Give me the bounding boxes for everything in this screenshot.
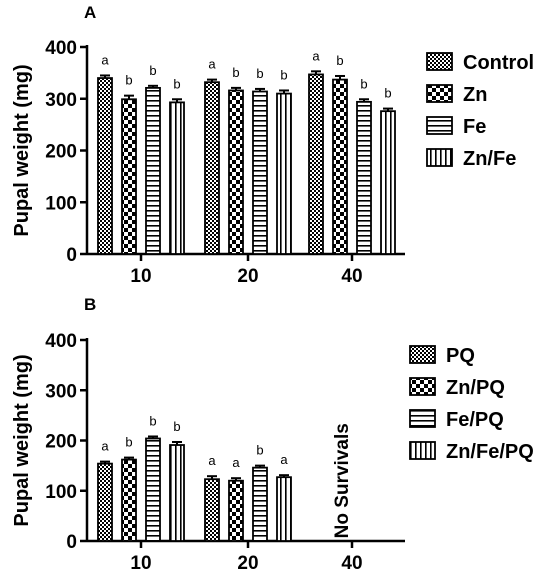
- significance-letter: a: [101, 439, 109, 454]
- significance-letter: b: [384, 86, 391, 101]
- bar: [97, 77, 113, 255]
- bar: [121, 458, 137, 542]
- legend-label: Control: [463, 52, 534, 74]
- bar: [252, 90, 268, 255]
- x-tick-label: 20: [237, 553, 258, 574]
- bar: [169, 101, 185, 255]
- y-tick-label: 0: [66, 245, 77, 266]
- legend-swatch: [426, 148, 453, 167]
- y-axis-label: Pupal weight (mg): [11, 64, 33, 236]
- significance-letter: a: [208, 453, 216, 468]
- legend-label: Zn/Fe: [463, 148, 516, 170]
- bar: [97, 462, 113, 542]
- significance-letter: b: [280, 67, 287, 82]
- bar: [228, 89, 244, 255]
- legend-label: PQ: [446, 345, 475, 367]
- significance-letter: b: [256, 66, 263, 81]
- y-tick-label: 400: [45, 38, 77, 59]
- no-survivals-annotation: No Survivals: [332, 423, 353, 538]
- legend-label: Fe: [463, 116, 486, 138]
- significance-letter: b: [125, 435, 132, 450]
- x-tick-label: 10: [130, 553, 151, 574]
- bar: [145, 437, 161, 542]
- bar: [276, 476, 292, 542]
- y-tick-label: 100: [45, 193, 77, 214]
- legend-swatch: [409, 345, 436, 364]
- significance-letter: b: [360, 76, 367, 91]
- legend-label: Zn/Fe/PQ: [446, 441, 534, 463]
- y-tick-label: 200: [45, 142, 77, 163]
- legend-label: Fe/PQ: [446, 409, 504, 431]
- significance-letter: a: [280, 452, 288, 467]
- legend-swatch: [426, 116, 453, 135]
- y-axis-label: Pupal weight (mg): [11, 354, 33, 526]
- significance-letter: b: [173, 419, 180, 434]
- significance-letter: a: [312, 48, 320, 63]
- legend-swatch: [409, 409, 436, 428]
- bar: [169, 444, 185, 542]
- significance-letter: a: [208, 57, 216, 72]
- legend-swatch: [426, 52, 453, 71]
- panel-a: A Pupal weight (mg) 0 100 200 300 400 10 20 40 a a a…: [11, 3, 534, 287]
- significance-letter: a: [101, 52, 109, 67]
- y-tick-label: 0: [66, 532, 77, 553]
- x-tick-label: 10: [130, 266, 151, 287]
- y-tick-label: 100: [45, 482, 77, 503]
- significance-letter: b: [336, 53, 343, 68]
- y-tick-label: 200: [45, 432, 77, 453]
- y-tick-label: 300: [45, 381, 77, 402]
- bar: [252, 466, 268, 542]
- y-tick-label: 300: [45, 90, 77, 111]
- panel-label: B: [84, 295, 96, 314]
- legend-swatch: [426, 84, 453, 103]
- legend-swatch: [409, 377, 436, 396]
- bar: [356, 100, 372, 255]
- x-tick-label: 20: [237, 266, 258, 287]
- significance-letter: b: [149, 413, 156, 428]
- bar: [145, 86, 161, 255]
- bar: [228, 479, 244, 542]
- y-tick-label: 400: [45, 331, 77, 352]
- significance-letter: a: [232, 455, 240, 470]
- significance-letter: b: [149, 63, 156, 78]
- bar: [121, 98, 137, 255]
- bar: [332, 78, 348, 255]
- significance-letter: b: [232, 65, 239, 80]
- bar: [276, 92, 292, 255]
- x-tick-label: 40: [341, 553, 362, 574]
- bar: [380, 110, 396, 255]
- legend-label: Zn/PQ: [446, 377, 505, 399]
- legend-label: Zn: [463, 84, 487, 106]
- panel-label: A: [84, 3, 96, 22]
- significance-letter: b: [173, 76, 180, 91]
- significance-letter: b: [256, 443, 263, 458]
- legend-swatch: [409, 441, 436, 460]
- bar: [308, 73, 324, 255]
- bar: [204, 478, 220, 542]
- x-tick-label: 40: [341, 266, 362, 287]
- significance-letter: b: [125, 73, 132, 88]
- panel-b: B Pupal weight (mg) 0 100 200 300 400 10 20 40 a a b…: [11, 295, 534, 574]
- bar: [204, 81, 220, 255]
